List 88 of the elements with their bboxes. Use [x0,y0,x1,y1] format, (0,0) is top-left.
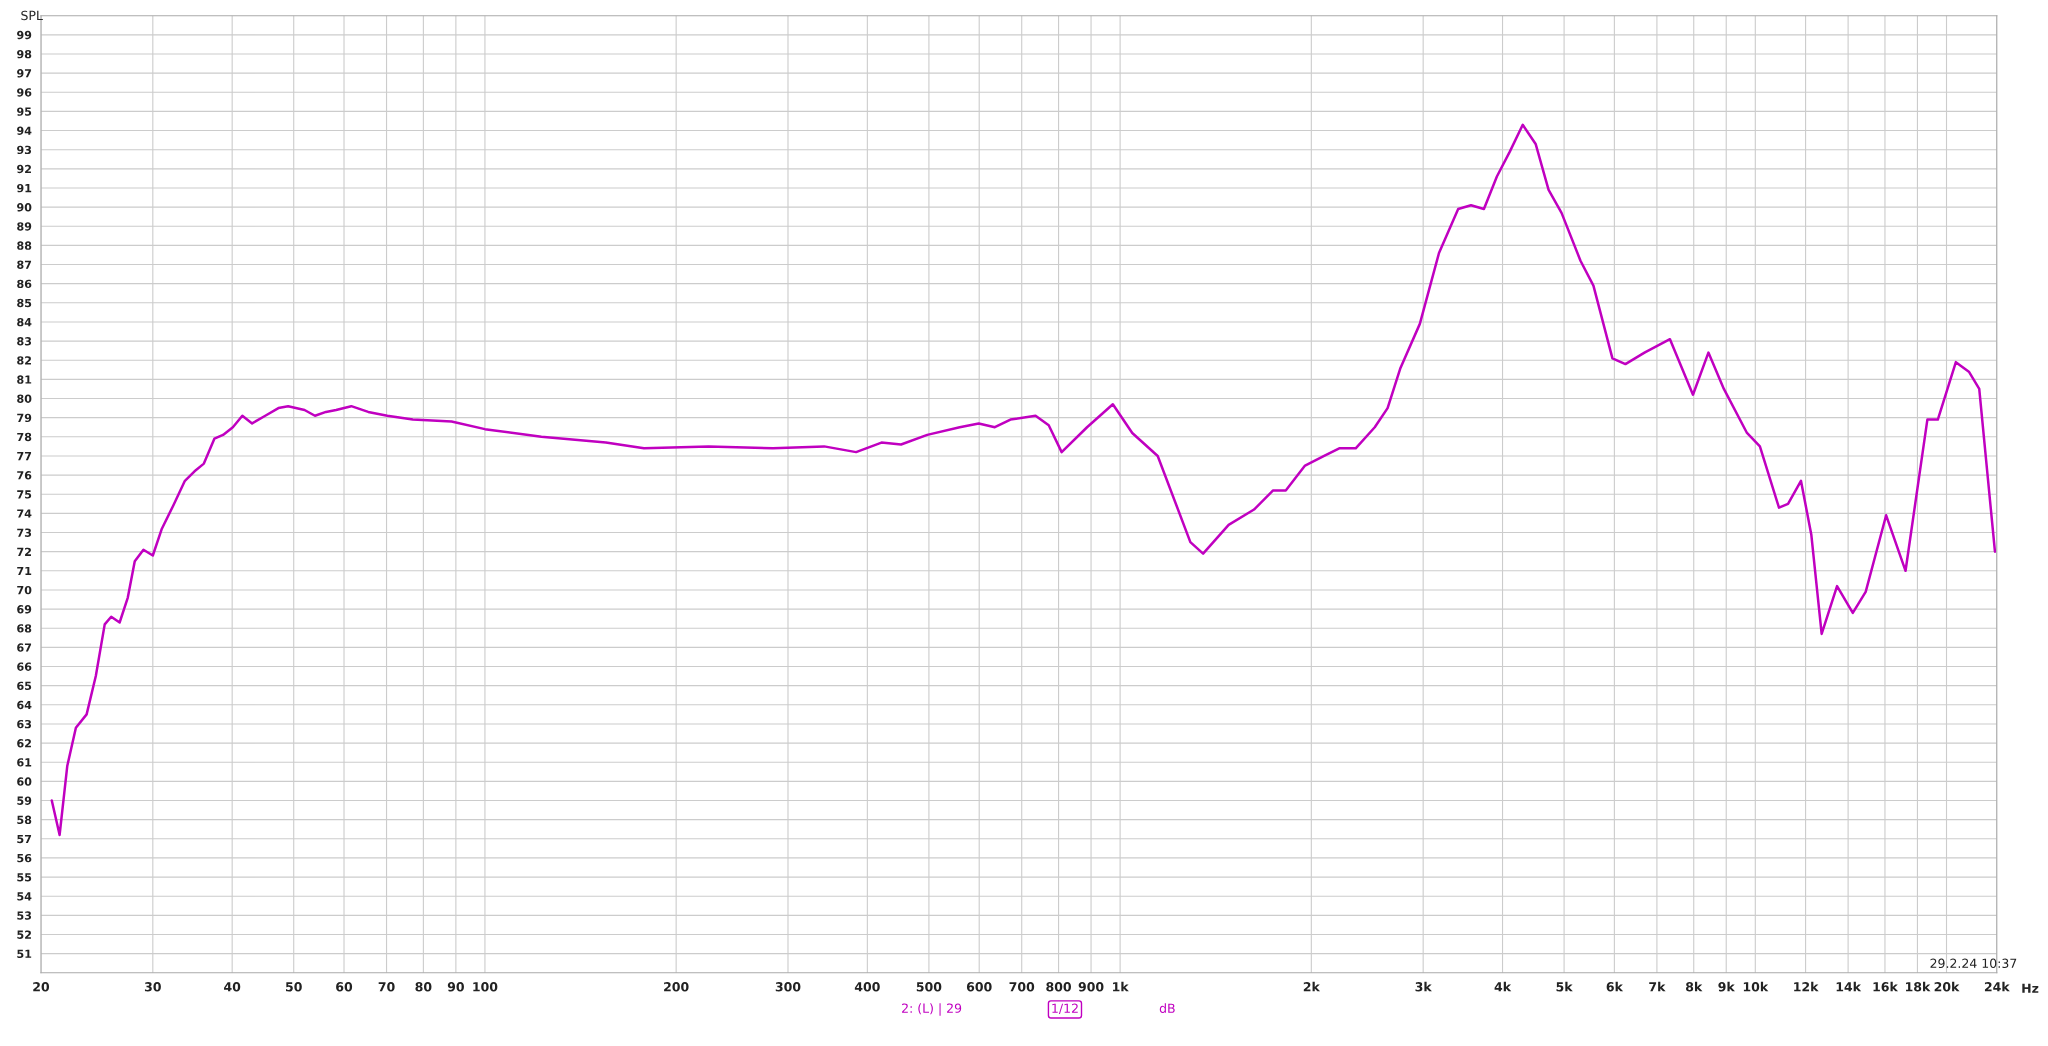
y-tick-label: 87 [17,260,32,269]
x-tick-label: 50 [285,982,302,992]
y-tick-label: 76 [17,471,32,480]
x-tick-label: 400 [854,982,880,992]
y-tick-label: 56 [17,853,32,863]
y-tick-label: 85 [17,298,32,308]
y-tick-label: 63 [17,719,32,729]
y-tick-label: 54 [17,892,32,901]
y-tick-label: 55 [17,873,32,882]
y-tick-label: 95 [17,107,32,116]
x-tick-label: 700 [1009,982,1035,992]
x-tick-label: 10k [1743,981,1769,992]
x-tick-label: 16k [1873,981,1899,992]
y-tick-label: 64 [17,700,32,710]
y-tick-label: 65 [17,681,32,691]
text: 2: (L) | 29 [902,1003,962,1016]
y-tick-label: 86 [17,279,32,289]
x-tick-label: 900 [1078,982,1104,992]
y-tick-label: 62 [17,739,31,748]
y-tick-label: 72 [17,547,31,556]
x-tick-label: 1k [1113,981,1129,992]
y-tick-label: 89 [17,222,32,231]
y-tick-label: 79 [17,413,32,423]
x-tick-label: 100 [473,982,498,992]
x-tick-label: 40 [224,982,241,992]
x-tick-label: 20k [1934,981,1960,992]
y-tick-label: 59 [17,796,32,805]
y-tick-label: 57 [17,834,32,844]
x-tick-label: 7k [1649,981,1666,992]
y-tick-label: 52 [17,930,31,939]
y-tick-label: 82 [17,356,31,365]
y-tick-label: 78 [17,432,32,442]
x-axis-title: Hz [2022,983,2039,993]
x-tick-label: 200 [664,982,689,992]
text: 1/12 [1052,1003,1078,1014]
x-tick-label: 18k [1906,981,1931,992]
y-tick-label: 99 [17,30,32,40]
x-tick-label: 500 [916,982,942,992]
y-tick-label: 70 [17,585,32,595]
y-tick-label: 51 [17,949,32,959]
x-tick-label: 80 [415,982,432,992]
x-tick-label: 6k [1606,981,1624,992]
x-tick-label: 90 [447,982,464,992]
y-tick-label: 71 [17,566,32,576]
y-tick-label: 74 [17,509,32,518]
y-tick-label: 68 [17,624,32,633]
y-tick-label: 88 [17,241,32,250]
y-tick-label: 58 [17,815,32,825]
x-tick-label: 70 [378,982,395,992]
y-tick-label: 69 [17,605,32,614]
x-tick-label: 9k [1718,981,1735,992]
x-tick-label: 3k [1415,981,1432,992]
x-tick-label: 2k [1303,981,1321,992]
y-tick-label: 98 [17,49,32,59]
y-tick-label: 90 [17,203,32,212]
y-tick-label: 92 [17,164,31,174]
x-tick-label: 24k [1984,981,2010,992]
y-tick-label: 96 [17,88,32,97]
annotation: 29.2.24 10:37 [1930,958,2017,969]
x-tick-label: 20 [33,982,50,992]
x-tick-label: 800 [1046,982,1072,992]
y-tick-label: 94 [17,126,32,135]
x-tick-label: 12k [1794,981,1819,992]
y-tick-label: 84 [17,317,32,327]
y-tick-label: 80 [17,394,32,403]
y-tick-label: 97 [17,69,32,78]
x-tick-label: 4k [1494,981,1512,992]
y-tick-label: 81 [17,375,32,384]
x-tick-label: 60 [336,982,353,992]
y-tick-label: 73 [17,528,32,537]
y-tick-label: 75 [17,490,32,499]
y-tick-label: 93 [17,145,32,155]
y-tick-label: 83 [17,337,32,346]
y-tick-label: 53 [17,911,32,920]
y-tick-label: 66 [17,662,32,671]
y-axis-title: SPL [21,10,43,21]
y-tick-label: 61 [17,758,32,767]
y-tick-label: 67 [17,643,32,652]
y-tick-label: 91 [17,183,32,193]
x-tick-label: 8k [1686,981,1703,992]
x-tick-label: 300 [775,982,801,992]
x-tick-label: 14k [1836,981,1862,992]
x-tick-label: 30 [144,982,161,992]
y-tick-label: 77 [17,452,32,461]
text: dB [1159,1003,1175,1014]
y-tick-label: 60 [17,777,32,786]
x-tick-label: 5k [1556,981,1573,992]
x-tick-label: 600 [966,982,992,992]
